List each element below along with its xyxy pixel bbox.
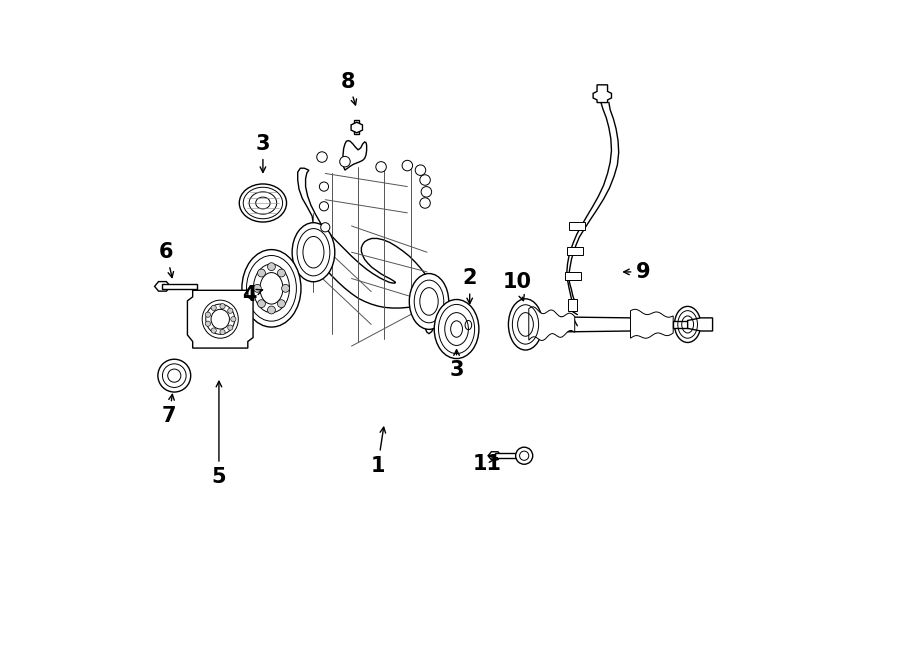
Circle shape [267,263,275,271]
Circle shape [277,269,285,277]
Polygon shape [488,451,501,459]
Polygon shape [529,307,575,340]
Polygon shape [631,309,673,338]
Polygon shape [568,299,577,311]
Ellipse shape [508,299,543,350]
Circle shape [421,187,432,197]
Circle shape [228,308,233,313]
Circle shape [254,285,261,292]
Polygon shape [187,291,253,348]
Text: 1: 1 [371,427,385,475]
Text: 3: 3 [256,134,270,172]
Polygon shape [461,318,476,332]
Polygon shape [593,85,611,103]
Text: 11: 11 [472,453,501,473]
Text: 9: 9 [624,262,651,282]
Polygon shape [569,222,585,230]
Text: 3: 3 [449,350,464,381]
Text: 8: 8 [341,71,356,105]
Circle shape [230,316,236,322]
Polygon shape [298,168,431,308]
Circle shape [282,285,290,292]
Polygon shape [424,279,436,334]
Circle shape [257,269,266,277]
Ellipse shape [292,222,335,282]
Circle shape [320,222,330,232]
Polygon shape [673,321,688,328]
Text: 5: 5 [212,381,226,487]
Text: 10: 10 [502,272,532,301]
Polygon shape [565,272,581,280]
Circle shape [212,305,216,310]
Circle shape [220,304,225,309]
Circle shape [277,300,285,308]
Circle shape [205,312,211,317]
Polygon shape [355,120,359,134]
Text: 4: 4 [242,285,263,305]
Ellipse shape [202,300,238,338]
Polygon shape [155,281,170,291]
Circle shape [419,175,430,185]
Text: 2: 2 [463,269,477,304]
Polygon shape [163,284,197,289]
Circle shape [228,325,233,330]
Ellipse shape [239,184,286,222]
Circle shape [317,152,328,162]
Circle shape [339,156,350,167]
Polygon shape [525,316,634,332]
Polygon shape [495,453,519,458]
Circle shape [158,359,191,392]
Ellipse shape [674,307,701,342]
Ellipse shape [434,299,479,359]
Polygon shape [343,140,366,170]
Circle shape [205,321,211,326]
Text: 7: 7 [162,395,176,426]
Circle shape [320,182,328,191]
Circle shape [267,306,275,314]
Circle shape [415,165,426,175]
Polygon shape [351,122,363,133]
Circle shape [419,198,430,209]
Ellipse shape [410,273,449,330]
Circle shape [220,330,225,335]
Circle shape [402,160,412,171]
Circle shape [320,202,328,211]
Ellipse shape [242,250,301,327]
Polygon shape [567,247,582,255]
Circle shape [212,328,216,333]
Circle shape [376,162,386,172]
Circle shape [516,448,533,464]
Circle shape [257,300,266,308]
Text: 6: 6 [159,242,174,277]
Polygon shape [688,318,713,331]
